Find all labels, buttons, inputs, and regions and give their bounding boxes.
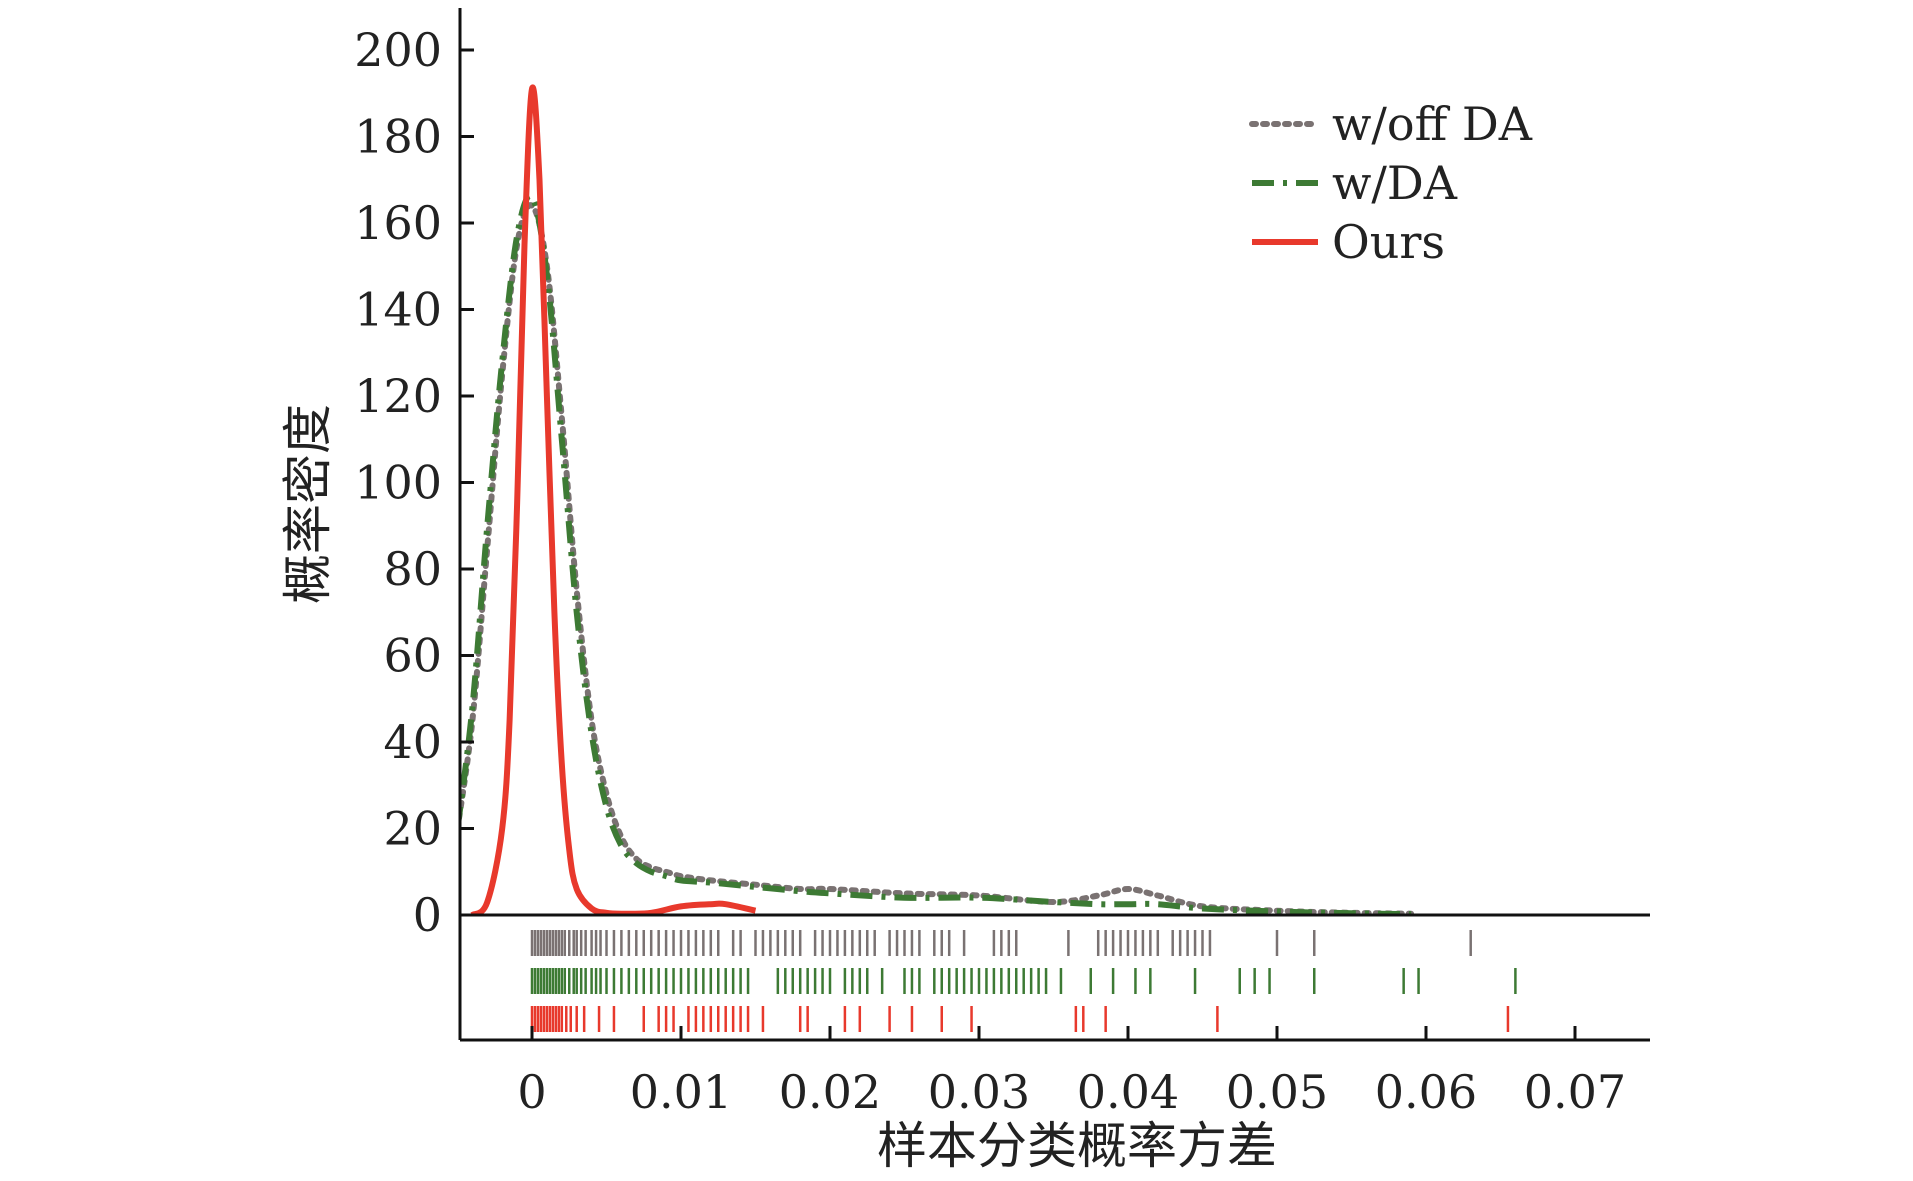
legend-label-w-off-da: w/off DA xyxy=(1332,97,1533,151)
y-tick-label: 100 xyxy=(354,456,442,510)
y-tick-label: 60 xyxy=(383,629,442,683)
y-tick-label: 120 xyxy=(354,369,442,423)
rug-plot xyxy=(530,930,1517,1032)
y-tick-label: 200 xyxy=(354,23,442,77)
x-tick-label: 0 xyxy=(517,1065,546,1119)
x-tick-label: 0.02 xyxy=(779,1065,881,1119)
x-axis-title: 样本分类概率方差 xyxy=(877,1117,1277,1175)
series-line-w-da xyxy=(460,192,1412,915)
plot-area xyxy=(460,84,1415,915)
legend-label-w-da: w/DA xyxy=(1332,156,1458,210)
y-tick-label: 0 xyxy=(413,888,442,942)
x-tick-label: 0.04 xyxy=(1077,1065,1179,1119)
x-tick-label: 0.03 xyxy=(928,1065,1030,1119)
series-line-w-off-da xyxy=(460,202,1415,915)
y-tick-label: 160 xyxy=(354,196,442,250)
x-tick-label: 0.05 xyxy=(1226,1065,1328,1119)
series-line-ours xyxy=(470,84,757,915)
y-tick-label: 40 xyxy=(383,715,442,769)
x-tick-label: 0.01 xyxy=(630,1065,732,1119)
y-tick-label: 140 xyxy=(354,283,442,337)
y-tick-label: 20 xyxy=(383,802,442,856)
legend-label-ours: Ours xyxy=(1332,215,1445,269)
y-axis-title: 概率密度 xyxy=(279,404,337,604)
y-tick-label: 180 xyxy=(354,110,442,164)
axes: 0 20 40 60 80 100 120 140 160 180 200 0 0.01 0.02 0.03… xyxy=(354,8,1650,1119)
y-tick-label: 80 xyxy=(383,542,442,596)
x-tick-label: 0.06 xyxy=(1375,1065,1477,1119)
x-tick-label: 0.07 xyxy=(1524,1065,1626,1119)
